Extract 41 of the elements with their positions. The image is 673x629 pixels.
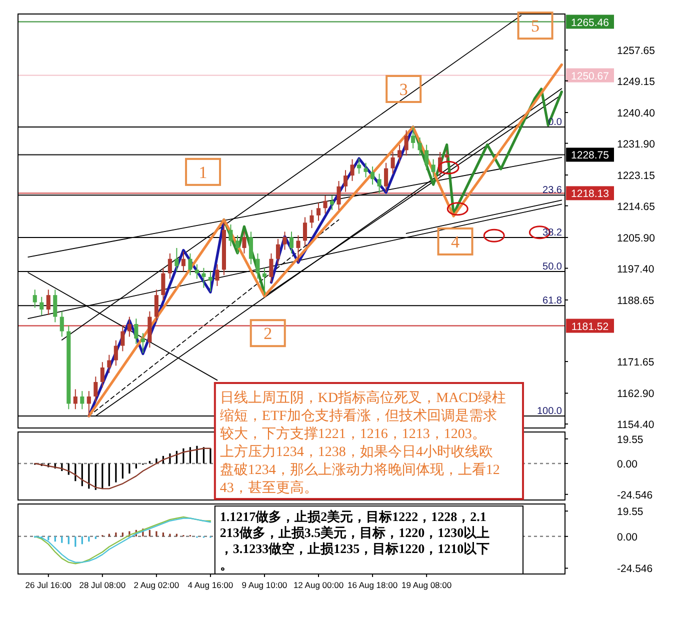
y-tick-label: 1240.40 xyxy=(617,108,656,120)
x-tick-label: 19 Aug 08:00 xyxy=(402,580,452,590)
annotation: 2 xyxy=(264,324,272,344)
annotation: 日线上周五阴，KD指标高位死叉，MACD绿柱缩短，ETF加仓支持看涨，但技术回调是需求较大，下方支撑1221，1216，1213，1203。上方压力1234，1238，如果今日4小时收线欧盘破1234，那么上涨动力将晚间体现，上看1243，甚至更高。 xyxy=(220,390,506,496)
y-tick-label: 1205.90 xyxy=(617,232,656,244)
annotation: 1.1217做多，止损2美元，目标1222，1228，2.1213做多，止损3.5美元，目标，1220，1230以上，3.1233做空，止损1235，目标1220，1210以下。 xyxy=(220,509,490,572)
y-tick-label: 0.00 xyxy=(617,458,638,470)
ref-line-label: 1265.46 xyxy=(571,16,610,29)
ref-line-label: 1250.67 xyxy=(571,70,610,82)
y-tick-label: -24.546 xyxy=(617,489,653,502)
annotation: 61.8 xyxy=(542,296,562,307)
annotation: 100.0 xyxy=(536,406,562,418)
y-tick-label: 0.00 xyxy=(617,531,638,544)
x-tick-label: 4 Aug 16:00 xyxy=(188,580,234,590)
annotation: 5 xyxy=(531,16,540,36)
x-tick-label: 2 Aug 02:00 xyxy=(134,580,180,590)
y-tick-label: 1162.90 xyxy=(617,388,654,400)
y-tick-label: 1231.90 xyxy=(617,138,656,150)
x-tick-label: 26 Jul 16:00 xyxy=(25,580,72,590)
y-tick-label: 19.55 xyxy=(617,434,644,446)
y-tick-label: 1214.65 xyxy=(617,200,656,213)
y-tick-label: 1257.65 xyxy=(617,45,656,58)
ref-line-label: 1228.75 xyxy=(571,150,610,162)
annotation: 50.0 xyxy=(542,262,562,273)
ref-line-label: 1218.13 xyxy=(571,188,610,200)
x-tick-label: 9 Aug 10:00 xyxy=(242,580,288,590)
ref-line-label: 1181.52 xyxy=(571,320,609,333)
x-tick-label: 16 Aug 18:00 xyxy=(347,580,398,590)
y-tick-label: 1188.65 xyxy=(617,294,654,307)
x-tick-label: 12 Aug 00:00 xyxy=(293,580,344,590)
annotation: 3 xyxy=(399,80,408,99)
y-tick-label: 1223.15 xyxy=(617,170,656,182)
y-tick-label: 1249.15 xyxy=(617,76,656,88)
annotation: 1 xyxy=(198,162,208,182)
x-tick-label: 28 Jul 08:00 xyxy=(79,580,126,590)
annotation: 4 xyxy=(451,232,460,252)
y-tick-label: -24.546 xyxy=(617,563,653,576)
y-tick-label: 1154.40 xyxy=(617,419,654,432)
y-tick-label: 1171.65 xyxy=(617,356,654,369)
y-tick-label: 19.55 xyxy=(617,506,644,518)
y-tick-label: 1197.40 xyxy=(617,263,654,276)
